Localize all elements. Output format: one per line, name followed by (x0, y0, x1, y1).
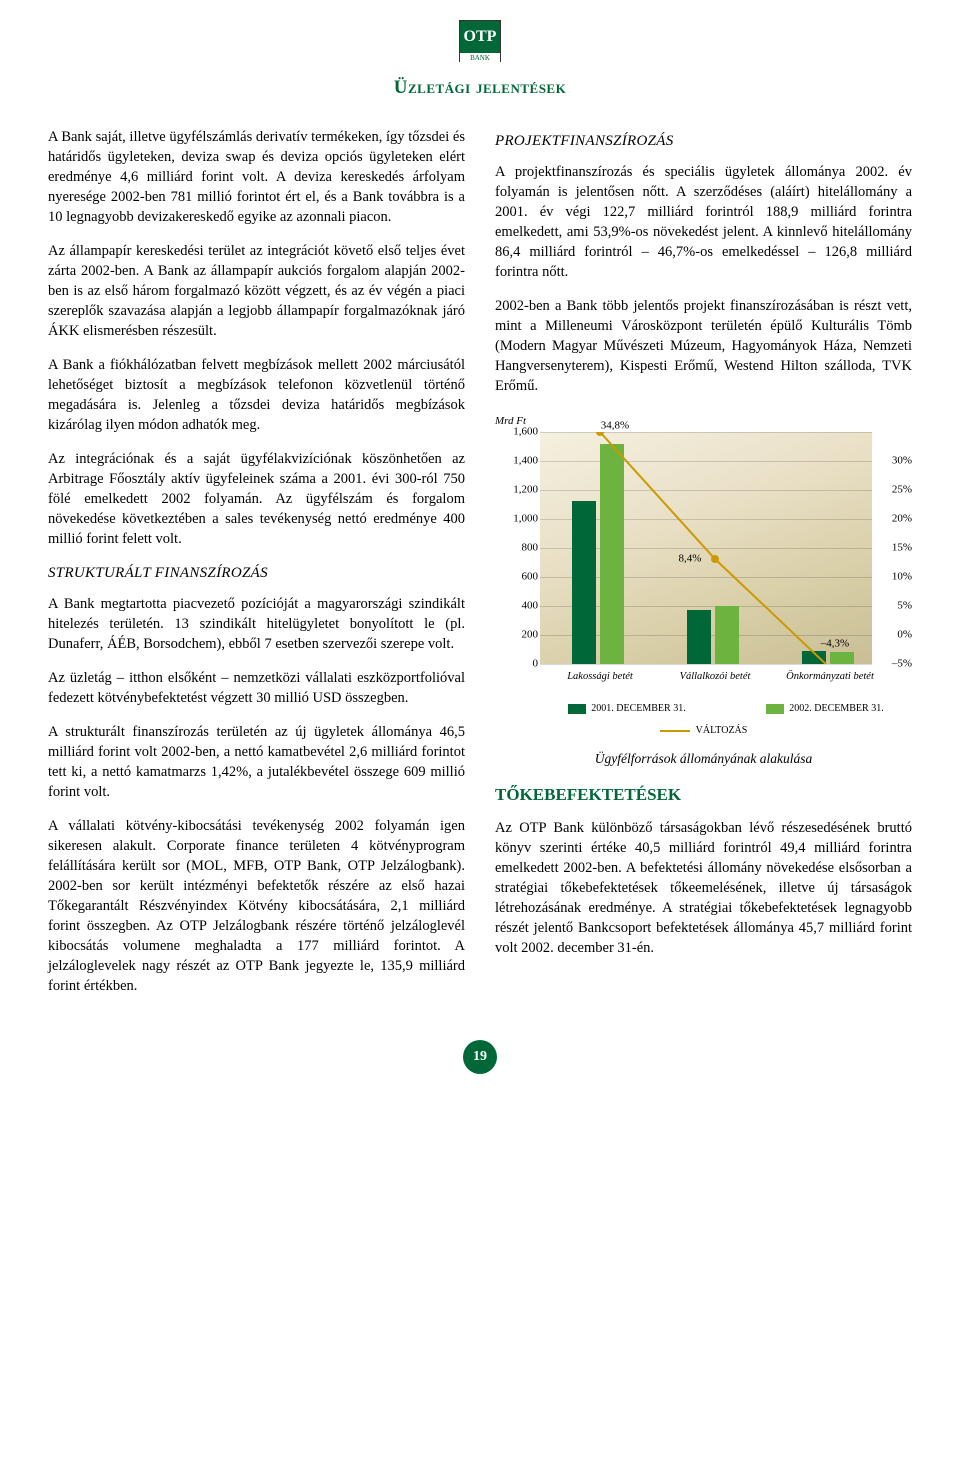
para: Az állampapír kereskedési terület az int… (48, 241, 465, 341)
xcat: Vállalkozói betét (665, 670, 765, 684)
ytick: 0 (500, 656, 538, 671)
para: A Bank megtartotta piacvezető pozícióját… (48, 594, 465, 654)
bar-2001 (802, 651, 826, 664)
rtick: –5% (876, 656, 912, 671)
para: Az OTP Bank különböző társaságokban lévő… (495, 818, 912, 958)
subheading: STRUKTURÁLT FINANSZÍROZÁS (48, 563, 465, 584)
bank-logo-icon: OTP BANK (459, 20, 501, 62)
chart-caption: Ügyfélforrások állományának alakulása (495, 750, 912, 769)
rtick: 15% (876, 540, 912, 555)
bar-2001 (687, 610, 711, 664)
page-title: Üzletági jelentések (48, 75, 912, 101)
legend-item: VÁLTOZÁS (495, 724, 912, 738)
legend-item: 2001. DECEMBER 31. (568, 702, 685, 716)
ytick: 200 (500, 627, 538, 642)
ytick: 600 (500, 569, 538, 584)
pct-label: 34,8% (600, 418, 630, 433)
ytick: 1,200 (500, 482, 538, 497)
rtick: 20% (876, 511, 912, 526)
rtick: 5% (876, 598, 912, 613)
bar-2002 (830, 652, 854, 664)
bar-2001 (572, 501, 596, 664)
left-column: A Bank saját, illetve ügyfélszámlás deri… (48, 127, 465, 1010)
para: Az integrációnak és a saját ügyfélakvizí… (48, 449, 465, 549)
ytick: 800 (500, 540, 538, 555)
swatch-icon (568, 704, 586, 714)
para: A strukturált finanszírozás területén az… (48, 722, 465, 802)
ytick: 1,400 (500, 453, 538, 468)
para: A Bank saját, illetve ügyfélszámlás deri… (48, 127, 465, 227)
pct-label: –4,3% (820, 636, 850, 651)
bar-chart: Mrd Ft 1,600 1,400 1,200 1,000 800 600 4… (495, 414, 912, 744)
ytick: 1,600 (500, 424, 538, 439)
page-number-wrap: 19 (48, 1040, 912, 1074)
para: A Bank a fiókhálózatban felvett megbízás… (48, 355, 465, 435)
xcat: Önkormányzati betét (780, 670, 880, 684)
pct-label: 8,4% (675, 551, 705, 566)
legend-item: 2002. DECEMBER 31. (766, 702, 883, 716)
swatch-icon (766, 704, 784, 714)
legend-label: 2001. DECEMBER 31. (591, 702, 685, 716)
line-swatch-icon (660, 730, 690, 732)
chart-legend: 2001. DECEMBER 31. 2002. DECEMBER 31. (540, 702, 912, 716)
para: 2002-ben a Bank több jelentős projekt fi… (495, 296, 912, 396)
section-heading: TŐKEBEFEKTETÉSEK (495, 783, 912, 806)
logo-subtext: BANK (460, 53, 500, 63)
legend-label: 2002. DECEMBER 31. (789, 702, 883, 716)
ytick: 1,000 (500, 511, 538, 526)
ytick: 400 (500, 598, 538, 613)
legend-label: VÁLTOZÁS (696, 725, 748, 736)
page-number: 19 (463, 1040, 497, 1074)
bar-2002 (715, 606, 739, 664)
logo: OTP BANK (48, 20, 912, 67)
para: A projektfinanszírozás és speciális ügyl… (495, 162, 912, 282)
logo-text: OTP (460, 21, 500, 53)
bar-2002 (600, 444, 624, 664)
rtick: 0% (876, 627, 912, 642)
rtick: 30% (876, 453, 912, 468)
rtick: 10% (876, 569, 912, 584)
xcat: Lakossági betét (550, 670, 650, 684)
para: A vállalati kötvény-kibocsátási tevékeny… (48, 816, 465, 996)
two-column-body: A Bank saját, illetve ügyfélszámlás deri… (48, 127, 912, 1010)
para: Az üzletág – itthon elsőként – nemzetköz… (48, 668, 465, 708)
subheading: PROJEKTFINANSZÍROZÁS (495, 131, 912, 152)
rtick: 25% (876, 482, 912, 497)
right-column: PROJEKTFINANSZÍROZÁS A projektfinanszíro… (495, 127, 912, 1010)
